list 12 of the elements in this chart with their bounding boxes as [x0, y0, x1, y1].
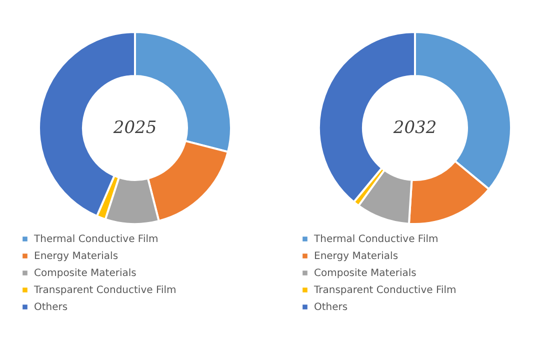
legend-label: Others — [314, 302, 348, 313]
legend-label: Composite Materials — [34, 268, 136, 279]
text: 2032 — [392, 118, 437, 138]
legend-label: Energy Materials — [34, 251, 118, 262]
legend-label: Thermal Conductive Film — [33, 234, 158, 245]
legend-label: Transparent Conductive Film — [313, 285, 456, 296]
legend-label: Others — [34, 302, 68, 313]
text: 2025 — [112, 118, 157, 138]
legend-label: Thermal Conductive Film — [313, 234, 438, 245]
legend-label: Transparent Conductive Film — [33, 285, 176, 296]
legend-label: Energy Materials — [314, 251, 398, 262]
legend-label: Composite Materials — [314, 268, 416, 279]
